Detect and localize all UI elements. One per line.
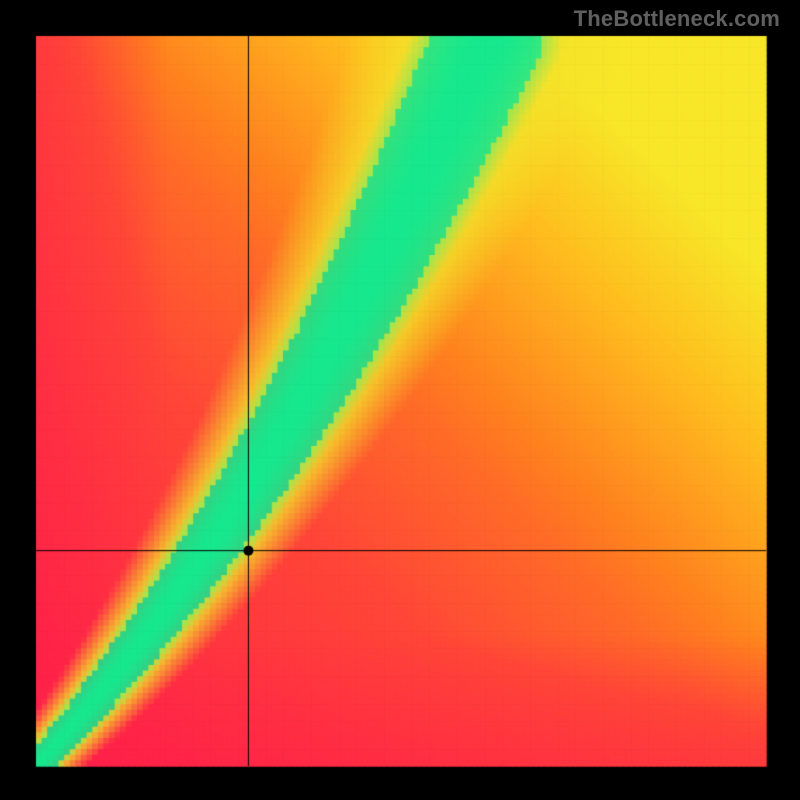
watermark-text: TheBottleneck.com bbox=[574, 6, 780, 32]
bottleneck-heatmap bbox=[0, 0, 800, 800]
chart-container: TheBottleneck.com bbox=[0, 0, 800, 800]
